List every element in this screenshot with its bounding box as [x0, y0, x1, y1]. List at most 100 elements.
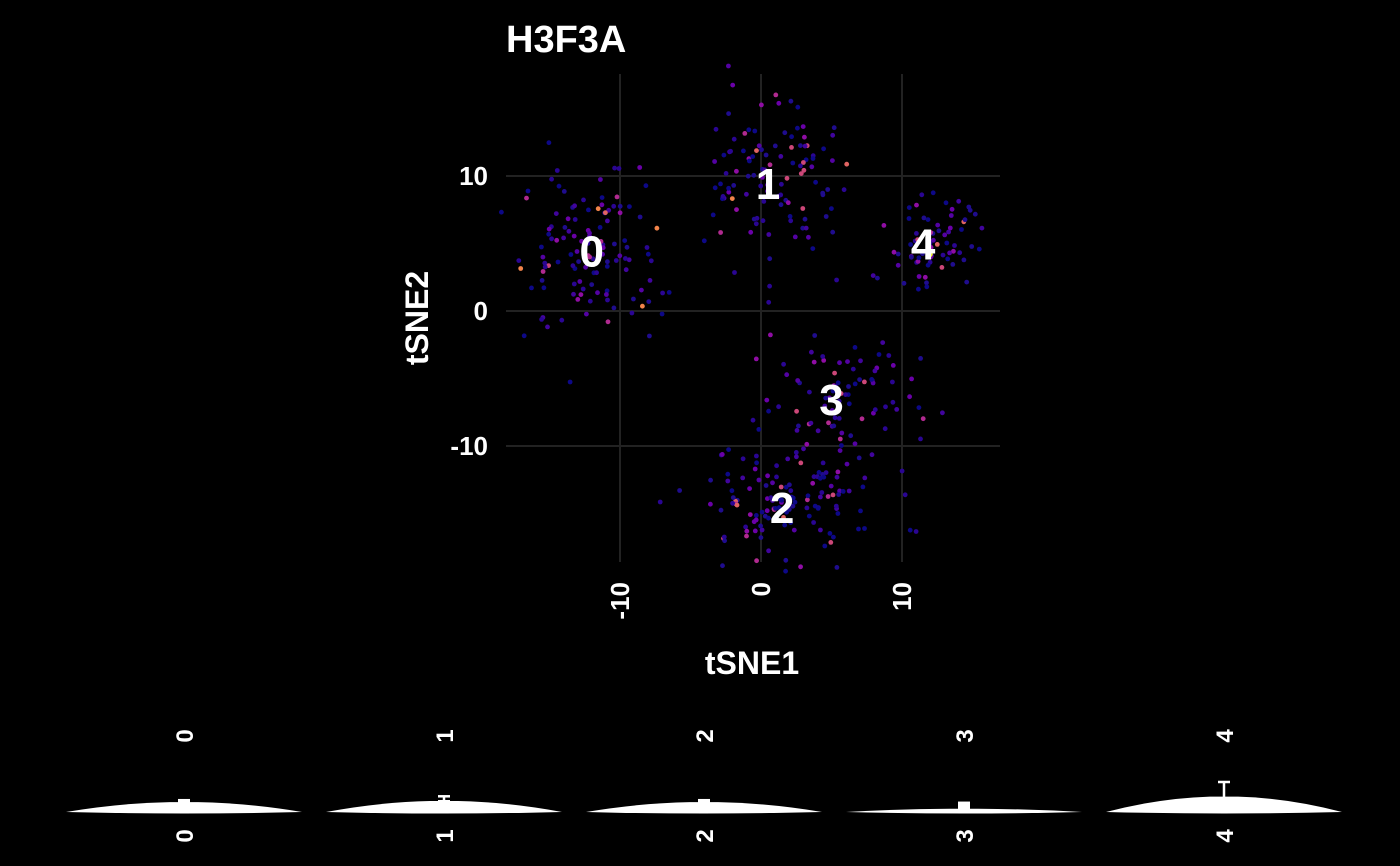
scatter-point — [765, 188, 770, 194]
scatter-point — [759, 527, 765, 533]
scatter-point — [830, 132, 836, 138]
scatter-point — [765, 473, 770, 479]
scatter-point — [731, 183, 737, 188]
scatter-point — [561, 235, 566, 241]
scatter-point — [940, 410, 945, 416]
scatter-point — [721, 534, 727, 540]
scatter-point — [572, 217, 578, 222]
scatter-point — [754, 460, 759, 466]
scatter-point — [922, 274, 928, 280]
scatter-point — [613, 258, 619, 263]
scatter-point — [828, 540, 834, 545]
scatter-point — [637, 165, 643, 170]
scatter-point — [810, 480, 816, 486]
scatter-point — [545, 324, 550, 330]
scatter-point — [571, 233, 577, 239]
scatter-point — [740, 475, 746, 481]
scatter-point — [640, 303, 645, 309]
scatter-point — [969, 244, 975, 249]
scatter-point — [734, 207, 739, 213]
scatter-point — [762, 167, 768, 173]
x-tick-label: 0 — [746, 582, 776, 596]
scatter-point — [767, 162, 773, 168]
scatter-point — [677, 488, 682, 493]
scatter-point — [612, 241, 617, 247]
scatter-point — [871, 410, 876, 416]
scatter-point — [875, 275, 880, 281]
y-tick-labels: -10 0 10 — [450, 161, 488, 461]
scatter-point — [767, 283, 772, 289]
scatter-point — [798, 460, 804, 466]
scatter-point — [961, 257, 967, 263]
scatter-point — [559, 317, 565, 323]
scatter-point — [852, 381, 858, 387]
scatter-point — [914, 202, 919, 208]
cluster-label: 0 — [580, 227, 604, 276]
scatter-point — [940, 252, 946, 258]
scatter-point — [802, 216, 808, 222]
scatter-point — [811, 474, 817, 480]
scatter-point — [789, 145, 794, 150]
scatter-point — [846, 488, 852, 494]
scatter-point — [605, 259, 610, 265]
scatter-point — [542, 264, 548, 270]
scatter-point — [743, 524, 748, 530]
scatter-point — [726, 185, 731, 191]
scatter-point — [946, 229, 951, 235]
cluster-label: 4 — [911, 221, 936, 270]
scatter-point — [734, 168, 739, 174]
x-axis-label: tSNE1 — [705, 645, 799, 681]
scatter-point — [820, 192, 826, 198]
scatter-point — [753, 221, 759, 227]
scatter-point — [654, 225, 660, 231]
scatter-point — [723, 171, 729, 176]
scatter-point — [605, 297, 610, 303]
scatter-point — [845, 359, 850, 364]
scatter-point — [930, 190, 936, 196]
scatter-point — [899, 468, 905, 474]
scatter-point — [805, 493, 811, 499]
scatter-point — [584, 311, 589, 317]
scatter-point — [947, 250, 952, 256]
scatter-point — [788, 488, 794, 494]
scatter-point — [598, 177, 603, 182]
scatter-point — [772, 143, 778, 149]
scatter-point — [808, 420, 814, 426]
scatter-point — [646, 299, 652, 304]
scatter-point — [784, 372, 790, 378]
scatter-point — [713, 126, 719, 132]
scatter-point — [916, 286, 921, 292]
scatter-point — [568, 252, 574, 257]
scatter-point — [718, 230, 723, 235]
scatter-point — [763, 152, 769, 158]
scatter-point — [567, 379, 573, 385]
scatter-point — [720, 563, 725, 569]
scatter-point — [872, 368, 878, 374]
scatter-point — [831, 534, 836, 540]
scatter-point — [856, 455, 862, 461]
scatter-point — [834, 474, 840, 480]
scatter-point — [553, 211, 559, 217]
scatter-point — [835, 511, 841, 516]
scatter-point — [623, 267, 629, 273]
scatter-point — [830, 158, 835, 164]
scatter-point — [589, 282, 595, 287]
scatter-point — [758, 183, 764, 189]
scatter-point — [617, 210, 623, 216]
scatter-point — [809, 349, 814, 355]
scatter-point — [729, 196, 735, 202]
violin-box — [958, 802, 970, 812]
scatter-point — [816, 470, 822, 475]
scatter-point — [576, 259, 581, 264]
chart-title: H3F3A — [506, 19, 626, 61]
y-tick-label: 0 — [474, 296, 488, 326]
scatter-point — [826, 420, 831, 426]
scatter-point — [767, 256, 773, 262]
scatter-point — [781, 515, 786, 520]
scatter-point — [834, 565, 840, 570]
scatter-point — [860, 484, 866, 490]
scatter-point — [915, 259, 921, 264]
scatter-point — [944, 240, 950, 246]
scatter-point — [499, 209, 504, 215]
scatter-point — [832, 370, 837, 376]
